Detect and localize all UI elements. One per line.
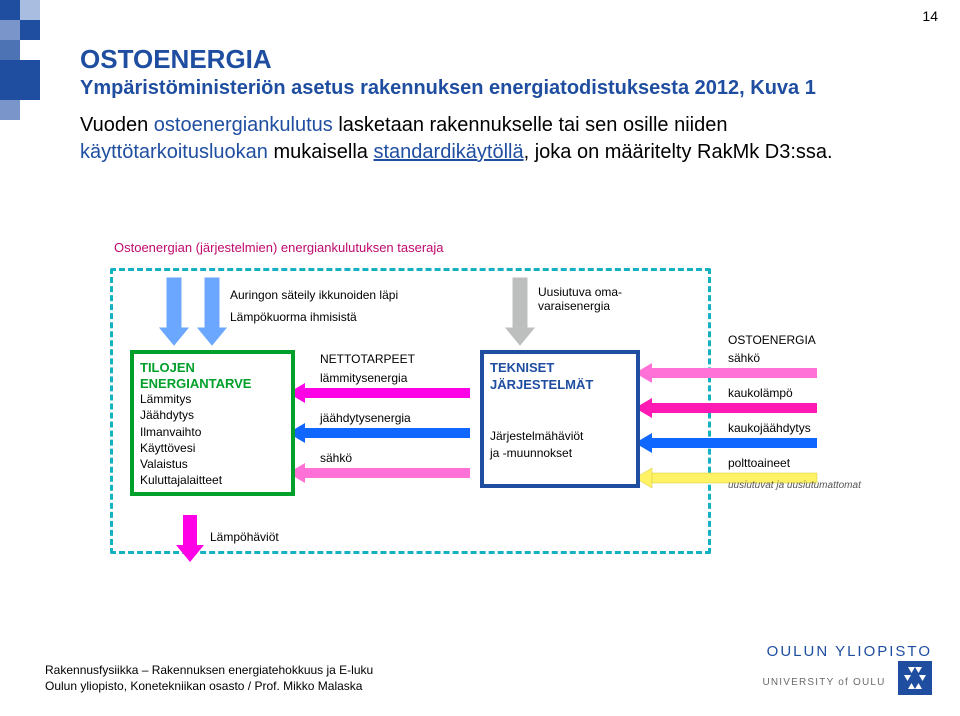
- body-text: Vuoden ostoenergiankulutus lasketaan rak…: [80, 112, 900, 166]
- label-solar: Auringon säteily ikkunoiden läpi: [230, 288, 398, 302]
- box-tekniset: TEKNISET JÄRJESTELMÄT Järjestelmähäviöt …: [480, 350, 640, 488]
- box-tilojen: TILOJEN ENERGIANTARVE Lämmitys Jäähdytys…: [130, 350, 295, 496]
- content-area: OSTOENERGIA Ympäristöministeriön asetus …: [80, 44, 900, 166]
- logo-mark-icon: [898, 661, 932, 700]
- footer-line1: Rakennusfysiikka – Rakennuksen energiate…: [45, 662, 373, 678]
- netto-header: NETTOTARPEET: [320, 352, 470, 366]
- footer-line2: Oulun yliopisto, Konetekniikan osasto / …: [45, 678, 373, 694]
- box-tilojen-header: TILOJEN ENERGIANTARVE: [140, 360, 285, 391]
- logo-text-en: UNIVERSITY of OULU: [762, 677, 885, 688]
- label-heat-loss: Lämpöhäviöt: [210, 530, 279, 544]
- footer: Rakennusfysiikka – Rakennuksen energiate…: [45, 662, 373, 694]
- box-tekniset-header: TEKNISET JÄRJESTELMÄT: [490, 360, 630, 394]
- university-logo: OULUN YLIOPISTO UNIVERSITY of OULU: [762, 643, 932, 700]
- label-renew: Uusiutuva oma- varaisenergia: [538, 285, 622, 313]
- slide-title: OSTOENERGIA: [80, 44, 900, 75]
- netto-column: NETTOTARPEET lämmitysenergia jäähdytysen…: [320, 352, 470, 464]
- logo-text-fi: OULUN YLIOPISTO: [767, 643, 932, 660]
- label-people: Lämpökuorma ihmisistä: [230, 310, 357, 324]
- boundary-label: Ostoenergian (järjestelmien) energiankul…: [114, 240, 444, 255]
- corner-decoration: [0, 0, 60, 140]
- page-number: 14: [922, 8, 938, 24]
- slide-page: 14 OSTOENERGIA Ympäristöministeriön aset…: [0, 0, 960, 716]
- energy-diagram: Ostoenergian (järjestelmien) energiankul…: [110, 230, 870, 580]
- osto-header: OSTOENERGIA: [728, 333, 868, 347]
- slide-subtitle: Ympäristöministeriön asetus rakennuksen …: [80, 77, 900, 100]
- osto-column: OSTOENERGIA sähkö kaukolämpö kaukojäähdy…: [728, 333, 868, 491]
